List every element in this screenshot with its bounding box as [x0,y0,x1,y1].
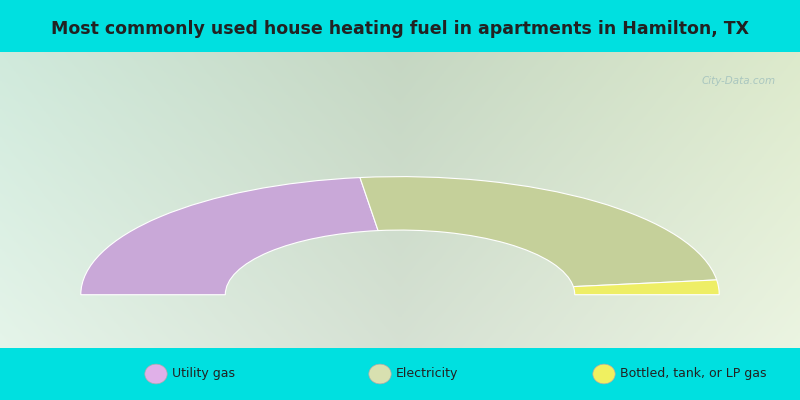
Ellipse shape [145,364,167,384]
Wedge shape [360,177,717,287]
Ellipse shape [369,364,391,384]
Wedge shape [574,280,719,295]
Ellipse shape [593,364,615,384]
Text: Electricity: Electricity [396,368,458,380]
Text: Utility gas: Utility gas [172,368,235,380]
Text: Bottled, tank, or LP gas: Bottled, tank, or LP gas [620,368,766,380]
Wedge shape [81,178,378,295]
Text: City-Data.com: City-Data.com [702,76,776,86]
Text: Most commonly used house heating fuel in apartments in Hamilton, TX: Most commonly used house heating fuel in… [51,20,749,38]
